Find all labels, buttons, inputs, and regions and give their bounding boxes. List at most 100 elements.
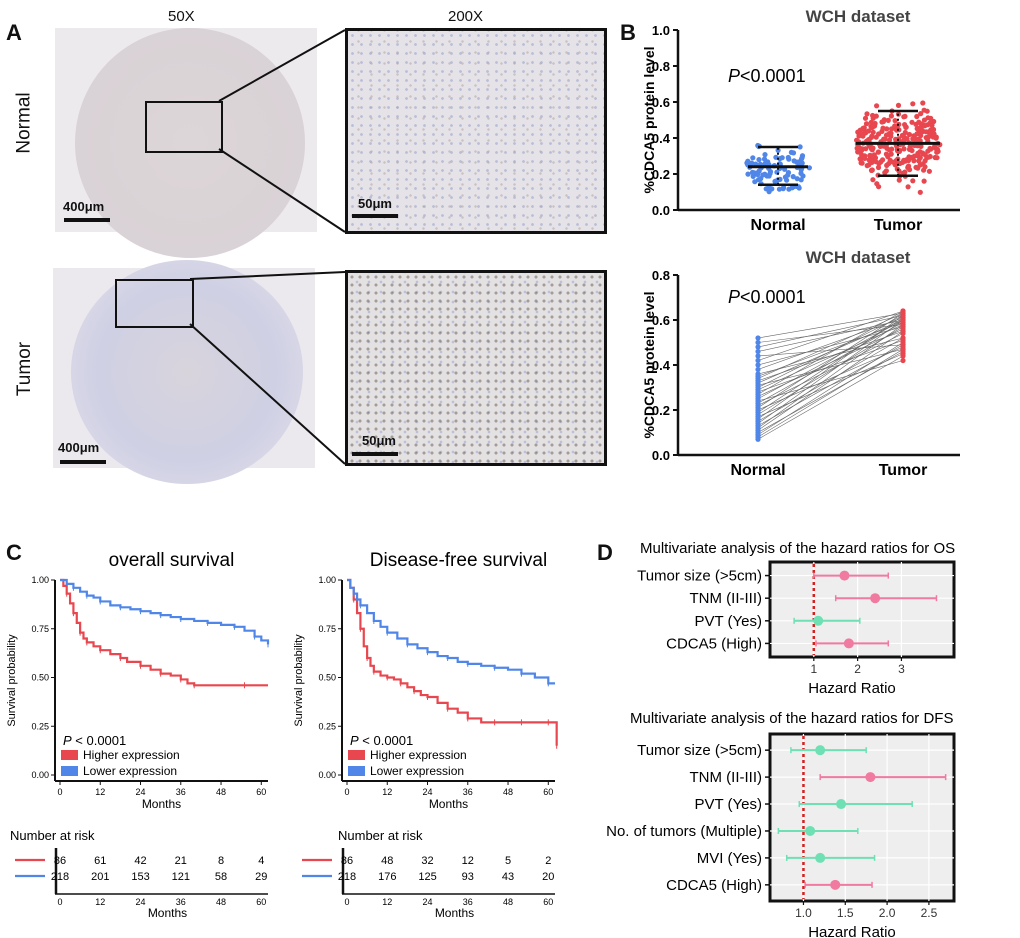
b-bottom-point-tumor: [900, 357, 906, 364]
c_dfs-legend-label: Higher expression: [370, 748, 467, 762]
b-bottom-point-tumor: [900, 346, 906, 352]
d_os-hr-point: [843, 638, 854, 649]
d_os-hr-point: [813, 615, 824, 626]
d_os-hr-point: [839, 570, 850, 581]
chart-b-top: WCH dataset 0.0 0.2 0.4 0.6 0.8 1.0 %CDCA5 prot…: [641, 7, 960, 234]
d_dfs-xlabel: Hazard Ratio: [808, 924, 896, 938]
b-bottom-pair-line: [757, 344, 904, 357]
b-bottom-ytick-label: 0.8: [652, 268, 670, 283]
c_dfs-xtick-label: 12: [382, 787, 392, 797]
b-top-point-tumor: [927, 145, 933, 152]
b-top-point-tumor: [859, 152, 865, 158]
b-top-point-normal: [791, 158, 797, 164]
b-top-point-normal: [756, 157, 762, 163]
c_dfs-xlabel: Months: [429, 797, 468, 811]
b-top-point-tumor: [866, 162, 872, 168]
b-top-point-tumor: [873, 159, 879, 165]
d_os-xtick-label: 3: [898, 662, 905, 676]
d_os-xtick-label: 1: [810, 662, 817, 676]
c_os-risk-value: 86: [54, 855, 66, 867]
c_dfs-ytick-label: 0.75: [318, 624, 336, 634]
c_os-risk-value: 121: [172, 871, 190, 883]
d_dfs-plot-area: [768, 732, 956, 903]
b-top-point-normal: [776, 186, 782, 192]
b-top-point-normal: [767, 169, 774, 175]
b-top-point-tumor: [873, 113, 879, 119]
b-bottom-point-normal: [755, 362, 761, 368]
b-top-point-tumor: [880, 125, 886, 131]
b-top-point-normal: [799, 155, 805, 161]
d_os-row-label: Tumor size (>5cm): [637, 568, 762, 585]
b-bottom-pair-line: [757, 355, 904, 440]
c_os-risk-value: 42: [134, 855, 146, 867]
c_os-xtick-label: 12: [95, 787, 105, 797]
d_os-row-label: TNM (II-III): [690, 590, 762, 607]
b-bottom-point-tumor: [900, 317, 906, 323]
c_os-title: overall survival: [109, 550, 235, 571]
normal-200x-scale-bar: [352, 214, 398, 218]
b-top-point-tumor: [907, 167, 913, 173]
d_os-xtick-label: 2: [854, 662, 861, 676]
c_os-ytick-label: 0.75: [31, 624, 49, 634]
c_os-legend-swatch: [61, 750, 78, 760]
b-top-point-tumor: [881, 136, 887, 142]
b-bottom-pair-line: [757, 319, 904, 352]
b-top-point-tumor: [865, 128, 872, 134]
b-bottom-pair-line: [757, 360, 904, 402]
c_dfs-ytick-label: 0.50: [318, 673, 336, 683]
b-top-point-tumor: [901, 146, 907, 152]
tumor-zoom-box: [115, 279, 194, 328]
b-top-point-tumor: [858, 160, 864, 166]
c_os-xtick-label: 48: [216, 787, 226, 797]
b-bottom-pair-line: [757, 346, 904, 411]
b-top-point-tumor: [915, 150, 921, 156]
normal-scale-label: 400μm: [63, 199, 105, 214]
c_os-risk-value: 4: [258, 855, 264, 867]
c_dfs-km-curve-higher: [347, 578, 558, 746]
c_os-ylabel: Survival probability: [6, 634, 18, 727]
b-bottom-pair-line: [757, 326, 904, 415]
d_dfs-hr-point: [815, 745, 826, 756]
c_dfs-risk-value: 5: [505, 855, 511, 867]
col-50x-label: 50X: [168, 8, 195, 25]
b-top-point-normal: [794, 176, 800, 182]
b-bottom-pair-line: [757, 339, 904, 393]
b-top-point-tumor: [879, 119, 885, 125]
b-top-ytick-label: 0.0: [652, 203, 670, 218]
b-top-point-tumor: [886, 147, 892, 153]
b-top-point-tumor: [887, 157, 893, 163]
d_os-row-label: CDCA5 (High): [666, 635, 762, 652]
b-top-point-tumor: [920, 100, 926, 106]
c_os-risk-value: 153: [131, 871, 149, 883]
c_os-ytick-label: 0.25: [31, 721, 49, 731]
b-top-point-tumor: [908, 154, 914, 161]
b-top-point-normal: [751, 170, 757, 176]
b-top-point-normal: [745, 171, 751, 177]
b-bottom-point-normal: [755, 357, 761, 364]
b-top-point-tumor: [923, 129, 929, 135]
c_os-xtick-label: 36: [176, 787, 186, 797]
b-bottom-pair-line: [757, 353, 904, 418]
d_dfs-row-label: Tumor size (>5cm): [637, 742, 762, 759]
c_dfs-risk-value: 20: [542, 871, 554, 883]
b-top-point-tumor: [870, 123, 876, 129]
b-top-point-tumor: [905, 184, 911, 190]
b-top-pvalue: P<0.0001: [728, 66, 806, 86]
b-top-point-tumor: [921, 167, 927, 173]
b-bottom-pair-line: [757, 324, 904, 343]
c_dfs-legend-swatch: [348, 750, 365, 760]
c_os-risk-value: 21: [175, 855, 187, 867]
b-top-point-tumor: [875, 149, 882, 155]
b-top-point-normal: [750, 155, 756, 161]
d_dfs-row-label: CDCA5 (High): [666, 877, 762, 894]
b-top-point-normal: [756, 168, 762, 174]
b-top-point-normal: [789, 185, 795, 191]
c_dfs-risk-xtick-label: 24: [423, 897, 433, 907]
c_os-risk-value: 218: [51, 871, 69, 883]
b-top-point-tumor: [910, 178, 916, 184]
b-top-point-tumor: [902, 113, 908, 119]
d_dfs-xtick-label: 1.5: [837, 906, 854, 920]
b-top-point-normal: [762, 161, 768, 167]
b-top-point-normal: [806, 165, 812, 171]
b-bottom-point-tumor: [900, 321, 906, 328]
